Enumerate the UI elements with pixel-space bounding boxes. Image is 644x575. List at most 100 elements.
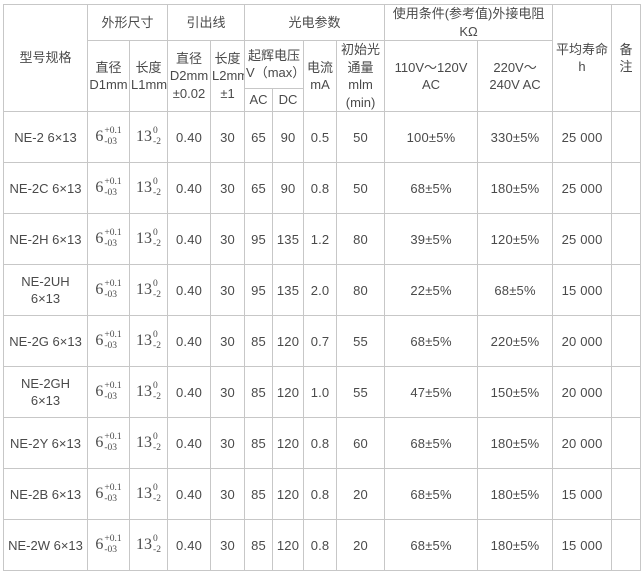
l1-lower-tolerance: -2 [153,340,161,351]
l1-cell: 13 0 -2 [128,264,169,317]
d1-lower-tolerance: -03 [104,442,118,453]
current-cell: 0.8 [303,468,338,521]
d1-tolerance: 6 +0.1 -03 [95,177,121,199]
header-d2: 直径 D2mm ±0.02 [167,40,212,113]
l1-value: 13 [136,383,153,401]
d1-lower-tolerance: -03 [104,340,118,351]
model-cell: NE-2 6×13 [3,111,88,164]
resistor-110v-cell: 22±5% [384,264,479,317]
header-initial-flux: 初始光 通量mlm (min) [336,40,386,113]
l1-upper-tolerance: 0 [153,329,158,340]
table-row: NE-2G 6×13 6 +0.1 -03 13 0 -2 0.40 30 85 120… [3,315,642,368]
note-cell [611,264,642,317]
d1-value: 6 [95,230,104,248]
table-row: NE-2C 6×13 6 +0.1 -03 13 0 -2 0.40 30 65 90 … [3,162,642,215]
d2-cell: 0.40 [167,366,212,419]
ac-voltage-cell: 95 [244,264,274,317]
life-cell: 25 000 [552,213,613,266]
model-cell: NE-2W 6×13 [3,519,88,572]
d1-value: 6 [95,179,104,197]
l2-cell: 30 [210,162,246,215]
l1-value: 13 [136,179,153,197]
flux-cell: 55 [336,315,386,368]
l2-cell: 30 [210,264,246,317]
resistor-220v-cell: 220±5% [477,315,554,368]
d2-cell: 0.40 [167,213,212,266]
table-row: NE-2 6×13 6 +0.1 -03 13 0 -2 0.40 30 65 90 0… [3,111,642,164]
d1-lower-tolerance: -03 [104,493,118,504]
header-conditions-group: 使用条件(参考值)外接电阻KΩ [384,3,554,42]
l1-upper-tolerance: 0 [153,482,158,493]
life-cell: 25 000 [552,111,613,164]
table-row: NE-2GH 6×13 6 +0.1 -03 13 0 -2 0.40 30 85 12… [3,366,642,419]
l2-cell: 30 [210,417,246,470]
dc-voltage-cell: 120 [272,468,305,521]
ac-voltage-cell: 85 [244,468,274,521]
note-cell [611,468,642,521]
l1-lower-tolerance: -2 [153,187,161,198]
header-resistor-220v: 220V～240V AC [477,40,554,113]
model-cell: NE-2UH 6×13 [3,264,88,317]
flux-cell: 50 [336,111,386,164]
l1-upper-tolerance: 0 [153,380,158,391]
d1-value: 6 [95,383,104,401]
note-cell [611,315,642,368]
d1-upper-tolerance: +0.1 [104,278,122,289]
header-note: 备 注 [611,3,642,113]
d2-cell: 0.40 [167,468,212,521]
l1-upper-tolerance: 0 [153,431,158,442]
current-cell: 0.8 [303,417,338,470]
d1-lower-tolerance: -03 [104,238,118,249]
l1-tolerance: 13 0 -2 [136,125,161,148]
l1-value: 13 [136,536,153,554]
ac-voltage-cell: 85 [244,519,274,572]
table-row: NE-2Y 6×13 6 +0.1 -03 13 0 -2 0.40 30 85 120… [3,417,642,470]
resistor-220v-cell: 180±5% [477,162,554,215]
dc-voltage-cell: 120 [272,519,305,572]
d2-cell: 0.40 [167,162,212,215]
l1-value: 13 [136,230,153,248]
l1-value: 13 [136,485,153,503]
d1-cell: 6 +0.1 -03 [87,468,130,521]
table-body: NE-2 6×13 6 +0.1 -03 13 0 -2 0.40 30 65 90 0… [3,111,642,572]
header-l1: 长度 L1mm [128,40,169,113]
l1-upper-tolerance: 0 [153,125,158,136]
current-cell: 1.2 [303,213,338,266]
d1-upper-tolerance: +0.1 [104,533,122,544]
life-cell: 20 000 [552,366,613,419]
l1-upper-tolerance: 0 [153,227,158,238]
header-model-spec: 型号规格 [3,3,88,113]
ac-voltage-cell: 95 [244,213,274,266]
d1-cell: 6 +0.1 -03 [87,315,130,368]
header-average-life: 平均寿命h [552,3,613,113]
current-cell: 0.8 [303,162,338,215]
d1-lower-tolerance: -03 [104,187,118,198]
l2-cell: 30 [210,111,246,164]
d1-value: 6 [95,434,104,452]
l1-tolerance: 13 0 -2 [136,482,161,505]
l1-cell: 13 0 -2 [128,213,169,266]
header-striking-voltage: 起辉电压 V（max） [244,40,305,89]
l1-cell: 13 0 -2 [128,162,169,215]
l1-tolerance: 13 0 -2 [136,177,161,199]
d2-cell: 0.40 [167,417,212,470]
d2-cell: 0.40 [167,519,212,572]
life-cell: 25 000 [552,162,613,215]
l1-cell: 13 0 -2 [128,468,169,521]
d1-upper-tolerance: +0.1 [104,329,122,340]
dc-voltage-cell: 120 [272,366,305,419]
l1-tolerance: 13 0 -2 [136,431,161,454]
l1-cell: 13 0 -2 [128,315,169,368]
life-cell: 15 000 [552,468,613,521]
l1-upper-tolerance: 0 [153,533,158,544]
d1-value: 6 [95,281,104,299]
flux-cell: 20 [336,519,386,572]
header-d1: 直径 D1mm [87,40,130,113]
dc-voltage-cell: 135 [272,264,305,317]
dc-voltage-cell: 120 [272,315,305,368]
header-leads-group: 引出线 [167,3,246,42]
header-current: 电流 mA [303,40,338,113]
current-cell: 0.7 [303,315,338,368]
flux-cell: 20 [336,468,386,521]
dc-voltage-cell: 120 [272,417,305,470]
